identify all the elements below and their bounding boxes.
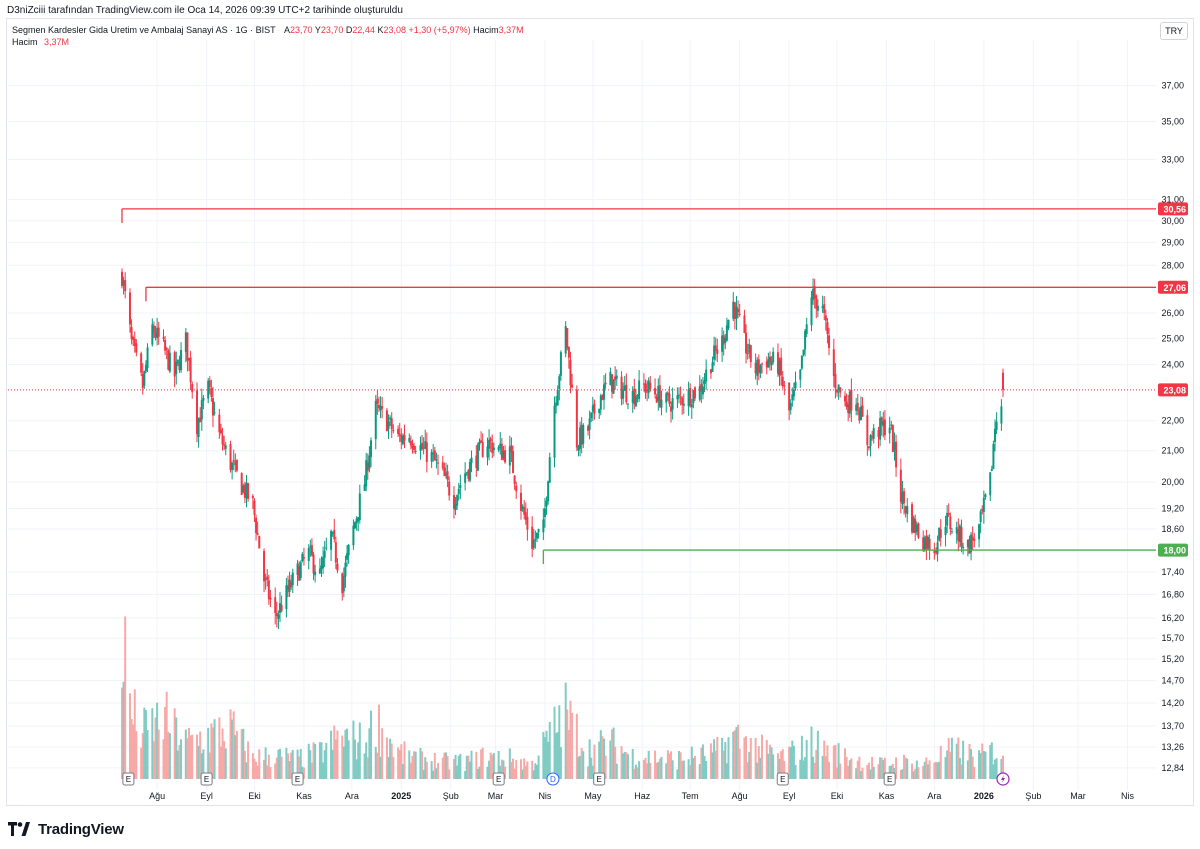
legend-volume: 3,37M: [498, 25, 524, 35]
legend-close: 23,08: [383, 25, 407, 35]
legend-open-label: A: [283, 25, 290, 35]
legend-high-label: Y: [314, 25, 321, 35]
legend-main-row: Segmen Kardesler Gida Uretim ve Ambalaj …: [12, 24, 524, 36]
legend-volume-series-value: 3,37M: [44, 37, 70, 47]
currency-selector[interactable]: TRY: [1160, 22, 1188, 40]
legend: Segmen Kardesler Gida Uretim ve Ambalaj …: [12, 24, 524, 48]
legend-close-label: K: [377, 25, 384, 35]
chart-frame[interactable]: [6, 18, 1194, 806]
tradingview-logo[interactable]: TradingView: [8, 818, 124, 840]
legend-volume-label: Hacim: [473, 25, 499, 35]
legend-volume-row: Hacim 3,37M: [12, 36, 524, 48]
legend-symbol[interactable]: Segmen Kardesler Gida Uretim ve Ambalaj …: [12, 25, 276, 35]
legend-high: 23,70: [320, 25, 344, 35]
tradingview-logo-icon: [8, 822, 30, 836]
legend-open: 23,70: [289, 25, 313, 35]
legend-low: 22,44: [352, 25, 375, 35]
legend-volume-series-label[interactable]: Hacim: [12, 37, 38, 47]
legend-low-label: D: [345, 25, 353, 35]
tradingview-wordmark: TradingView: [38, 820, 124, 838]
legend-change: +1,30 (+5,97%): [408, 25, 471, 35]
chart-credit: D3niZciii tarafından TradingView.com ile…: [7, 5, 403, 16]
